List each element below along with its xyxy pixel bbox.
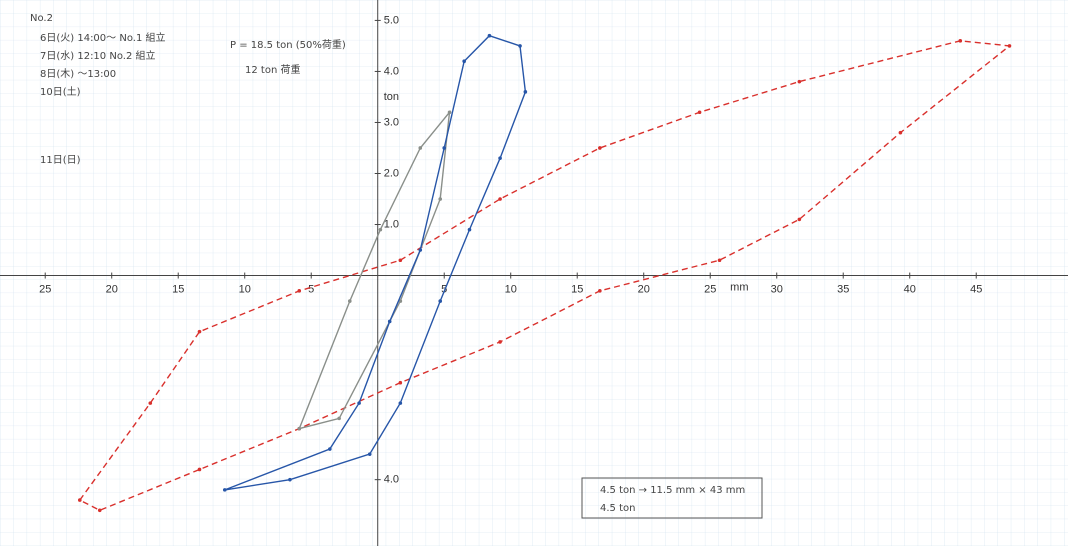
y-tick-label: 3.0 [384,116,399,128]
data-point [347,299,352,303]
data-point [398,380,403,385]
data-point [518,44,522,48]
data-point [447,110,452,115]
data-point [438,299,443,303]
data-point [598,289,602,293]
data-point [898,130,903,135]
data-point [357,401,361,405]
data-point [717,258,722,263]
annotation: 11日(日) [40,155,81,166]
data-point [958,39,963,43]
note-box [581,477,763,519]
data-point [78,498,82,502]
x-tick-label: 20 [106,283,118,295]
data-point [467,227,472,232]
x-tick-label: 25 [39,283,51,295]
y-tick-label: 4.0 [384,474,399,486]
y-tick-label: 5.0 [384,14,399,26]
data-point [418,146,423,150]
data-point [288,477,292,482]
x-tick-label: 15 [571,283,583,295]
data-point [378,227,383,232]
data-point [398,258,403,263]
annotation: 4.5 ton → 11.5 mm × 43 mm [600,485,745,496]
data-point [598,146,602,150]
annotation: No.2 [30,13,53,24]
data-point [442,146,447,150]
x-tick-label: 5 [308,283,314,295]
annotation: 4.5 ton [600,503,635,514]
annotation: 8日(木) 〜13:00 [40,68,116,80]
data-point [697,110,702,115]
data-point [197,329,202,334]
data-point [337,416,341,421]
data-point [197,467,202,472]
data-point [398,401,403,405]
x-tick-label: 25 [704,283,716,295]
x-tick-label: 10 [505,283,517,295]
x-tick-label: 15 [172,283,184,295]
data-point [387,319,392,324]
y-axis-unit: ton [384,91,399,103]
data-point [297,426,302,431]
annotation: 6日(火) 14:00〜 No.1 組立 [40,31,165,44]
data-point [498,340,502,344]
data-point [797,79,802,84]
x-tick-label: 40 [904,283,916,295]
data-point [297,289,302,293]
data-point [328,447,332,451]
x-tick-label: 20 [638,283,650,295]
data-point [222,488,227,492]
annotation: 7日(水) 12:10 No.2 組立 [40,49,155,62]
data-point [523,90,528,94]
annotation: 10日(土) [40,85,81,98]
data-point [487,33,492,38]
data-point [498,156,502,160]
y-tick-label: 4.0 [384,65,399,77]
x-axis-unit: mm [730,281,748,293]
data-point [97,508,102,513]
data-point [498,197,502,201]
y-tick-label: 2.0 [384,167,399,179]
x-tick-label: 10 [239,283,251,295]
data-point [1007,44,1012,48]
x-tick-label: 30 [771,283,783,295]
y-tick-label: 1.0 [384,218,399,230]
x-tick-label: 35 [837,283,849,295]
data-point [148,401,153,405]
data-point [438,197,443,201]
data-point [418,248,423,252]
annotation: 12 ton 荷重 [245,63,300,76]
data-point [797,217,802,222]
data-point [462,59,466,64]
annotation: P = 18.5 ton (50%荷重) [230,38,346,51]
data-point [367,452,372,456]
x-tick-label: 45 [970,283,982,295]
